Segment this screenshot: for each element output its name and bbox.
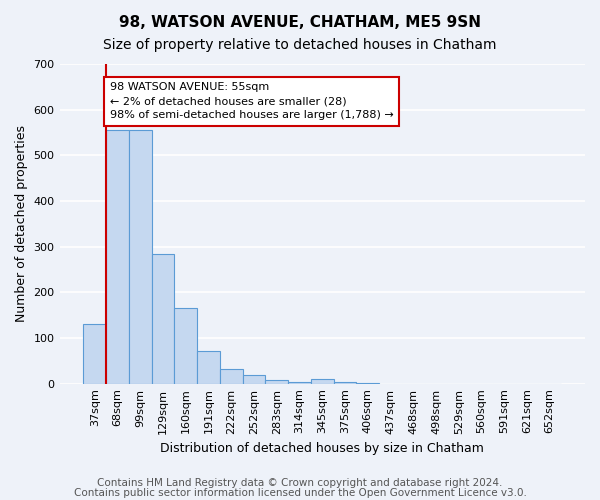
Text: Contains HM Land Registry data © Crown copyright and database right 2024.: Contains HM Land Registry data © Crown c… bbox=[97, 478, 503, 488]
Y-axis label: Number of detached properties: Number of detached properties bbox=[15, 126, 28, 322]
Bar bbox=[334, 382, 356, 384]
Bar bbox=[242, 374, 265, 384]
Text: 98, WATSON AVENUE, CHATHAM, ME5 9SN: 98, WATSON AVENUE, CHATHAM, ME5 9SN bbox=[119, 15, 481, 30]
Bar bbox=[265, 380, 288, 384]
Bar bbox=[197, 351, 220, 384]
Bar bbox=[106, 130, 129, 384]
Bar bbox=[152, 254, 175, 384]
Text: Size of property relative to detached houses in Chatham: Size of property relative to detached ho… bbox=[103, 38, 497, 52]
Bar bbox=[288, 382, 311, 384]
Bar bbox=[83, 324, 106, 384]
Bar bbox=[129, 130, 152, 384]
Bar bbox=[175, 308, 197, 384]
Bar bbox=[356, 383, 379, 384]
Text: 98 WATSON AVENUE: 55sqm
← 2% of detached houses are smaller (28)
98% of semi-det: 98 WATSON AVENUE: 55sqm ← 2% of detached… bbox=[110, 82, 394, 120]
X-axis label: Distribution of detached houses by size in Chatham: Distribution of detached houses by size … bbox=[160, 442, 484, 455]
Bar bbox=[220, 368, 242, 384]
Bar bbox=[311, 379, 334, 384]
Text: Contains public sector information licensed under the Open Government Licence v3: Contains public sector information licen… bbox=[74, 488, 526, 498]
